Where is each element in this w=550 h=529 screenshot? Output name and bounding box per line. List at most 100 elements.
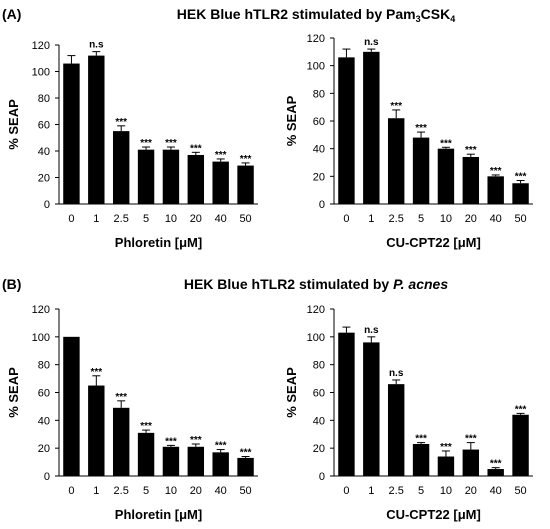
bar [338, 332, 355, 476]
y-tick-label: 100 [307, 61, 325, 73]
bar [212, 161, 229, 204]
y-tick-label: 40 [313, 415, 325, 427]
significance-label: *** [215, 150, 227, 161]
y-tick-label: 120 [307, 33, 325, 45]
bar [437, 456, 455, 476]
y-tick-label: 120 [307, 304, 325, 316]
x-tick-label: 0 [68, 485, 74, 497]
panel-title-a-main: HEK Blue hTLR2 stimulated by Pam [177, 6, 416, 22]
y-axis-title: % SEAP [284, 367, 299, 418]
bar [487, 176, 504, 204]
bar [162, 446, 180, 476]
significance-label: *** [190, 143, 202, 154]
x-tick-label: 10 [165, 485, 177, 497]
y-axis-title: % SEAP [6, 99, 21, 150]
bar [88, 55, 105, 204]
bar [512, 183, 529, 204]
x-tick-label: 1 [368, 213, 374, 225]
chart-a-phloretin: 0 20 40 60 80 100 120 0 n.s 1 *** 2.5 *** 5 *** 10 *** 20… [6, 40, 258, 250]
y-tick-label: 80 [38, 93, 50, 105]
x-tick-label: 20 [190, 213, 202, 225]
x-tick-label: 5 [418, 485, 424, 497]
bar [112, 407, 130, 476]
x-tick-label: 20 [190, 485, 202, 497]
significance-label: *** [490, 166, 502, 177]
x-axis-title: CU-CPT22 [μM] [386, 507, 481, 522]
bar [412, 137, 430, 204]
bar [162, 149, 180, 204]
y-tick-label: 20 [38, 173, 50, 185]
bar [487, 469, 504, 476]
y-tick-label: 0 [319, 199, 325, 211]
bar [237, 165, 254, 204]
significance-label: *** [440, 442, 452, 453]
y-tick-label: 20 [313, 443, 325, 455]
significance-label: *** [115, 117, 127, 128]
x-tick-label: 5 [143, 485, 149, 497]
x-tick-label: 20 [465, 485, 477, 497]
significance-label: *** [240, 448, 252, 459]
significance-label: *** [515, 404, 527, 415]
significance-label: n.s [364, 325, 379, 336]
x-tick-label: 40 [490, 213, 502, 225]
chart-b-phloretin: 0 20 40 60 80 100 120 0 *** 1 *** 2.5 *** 5 *** 10 *** 20… [6, 304, 258, 522]
significance-label: *** [190, 435, 202, 446]
bar [112, 131, 130, 204]
y-tick-label: 40 [38, 146, 50, 158]
x-tick-label: 1 [93, 213, 99, 225]
bar [412, 443, 430, 476]
y-tick-label: 20 [313, 171, 325, 183]
x-tick-label: 0 [68, 213, 74, 225]
panel-title-b-italic: P. acnes [393, 276, 448, 292]
panel-title-a-mid: CSK [421, 6, 451, 22]
x-tick-label: 2.5 [114, 485, 129, 497]
y-tick-label: 120 [32, 304, 50, 316]
y-tick-label: 60 [38, 120, 50, 132]
x-tick-label: 50 [239, 485, 251, 497]
x-tick-label: 40 [215, 213, 227, 225]
significance-label: *** [465, 434, 477, 445]
bar [212, 452, 229, 476]
y-tick-label: 80 [313, 360, 325, 372]
bar [237, 457, 254, 476]
y-tick-label: 0 [44, 471, 50, 483]
significance-label: *** [140, 421, 152, 432]
bar [187, 154, 205, 204]
x-tick-label: 1 [368, 485, 374, 497]
x-tick-label: 10 [165, 213, 177, 225]
x-axis-title: CU-CPT22 [μM] [386, 235, 481, 250]
x-tick-label: 2.5 [389, 213, 404, 225]
panel-title-a-sub: 3 [416, 14, 421, 24]
bar [187, 446, 205, 476]
bar [363, 342, 380, 476]
bar [387, 118, 405, 204]
bar [338, 57, 355, 204]
x-tick-label: 50 [514, 485, 526, 497]
bar [63, 336, 80, 476]
bar [462, 156, 480, 204]
significance-label: n.s [364, 37, 379, 48]
x-tick-label: 50 [514, 213, 526, 225]
panel-title-b-main: HEK Blue hTLR2 stimulated by [184, 276, 393, 292]
y-tick-label: 0 [44, 199, 50, 211]
y-tick-label: 100 [307, 332, 325, 344]
x-tick-label: 20 [465, 213, 477, 225]
significance-label: *** [440, 138, 452, 149]
y-tick-label: 60 [38, 388, 50, 400]
x-tick-label: 5 [143, 213, 149, 225]
significance-label: *** [140, 138, 152, 149]
bar [437, 148, 455, 204]
bar [363, 51, 380, 205]
x-tick-label: 40 [215, 485, 227, 497]
significance-label: *** [415, 123, 427, 134]
y-axis-title: % SEAP [284, 95, 299, 146]
x-tick-label: 50 [239, 213, 251, 225]
chart-b-cucpt22: 0 20 40 60 80 100 120 0 n.s 1 n.s 2.5 *** 5 *** 10 *** 20… [284, 304, 533, 522]
y-tick-label: 80 [313, 88, 325, 100]
y-tick-label: 100 [32, 67, 50, 79]
significance-label: n.s [389, 368, 404, 379]
x-tick-label: 10 [440, 213, 452, 225]
y-tick-label: 100 [32, 332, 50, 344]
bar [63, 63, 80, 204]
